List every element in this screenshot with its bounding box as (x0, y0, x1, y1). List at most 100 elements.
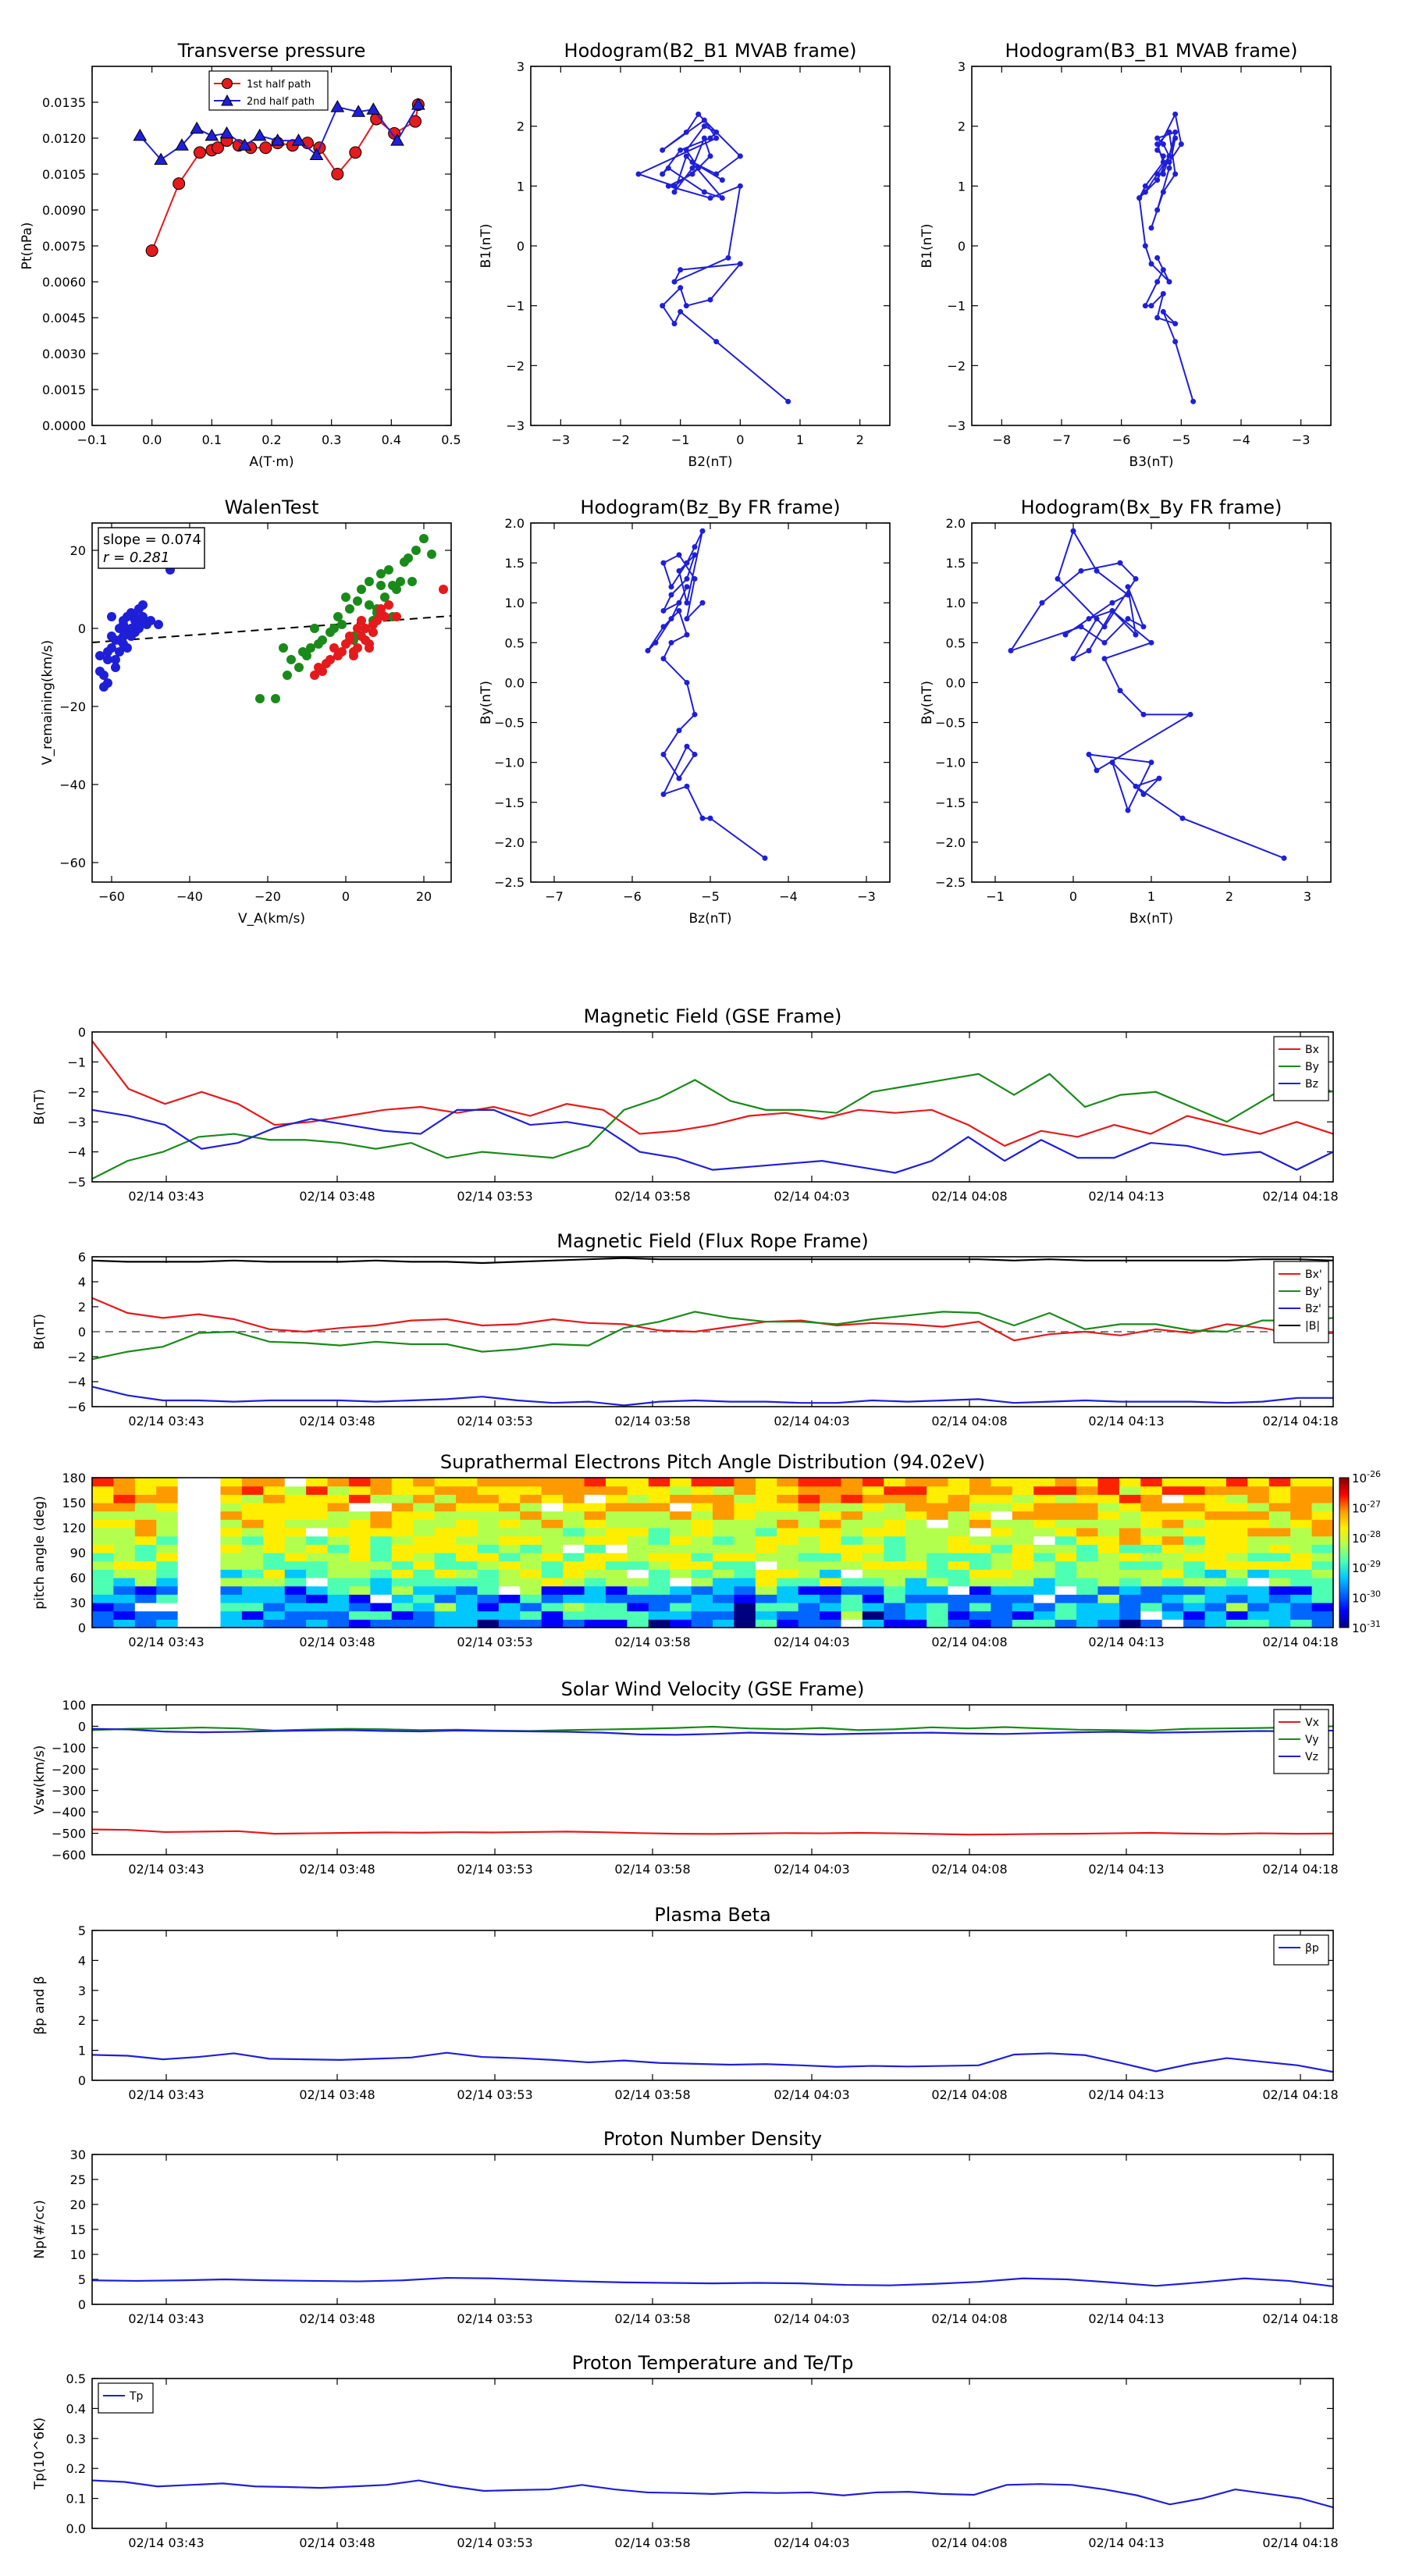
heatmap-cell (1076, 1503, 1099, 1512)
heatmap-cell (391, 1594, 414, 1603)
heatmap-cell (199, 1560, 222, 1570)
heatmap-cell (177, 1528, 200, 1537)
heatmap-cell (563, 1528, 585, 1537)
heatmap-cell (348, 1569, 371, 1578)
heatmap-cell (134, 1569, 157, 1578)
heatmap-cell (1225, 1610, 1248, 1620)
x-tick-label: 0.4 (382, 432, 401, 447)
heatmap-cell (1012, 1578, 1034, 1587)
heatmap-cell (691, 1528, 713, 1537)
heatmap-cell (391, 1535, 414, 1545)
data-point (1055, 576, 1061, 582)
data-point (1125, 616, 1131, 622)
heatmap-cell (691, 1585, 713, 1595)
data-point (1154, 135, 1161, 141)
heatmap-cell (884, 1569, 906, 1578)
data-point (713, 129, 720, 135)
heatmap-cell (520, 1535, 542, 1545)
data-point (194, 146, 206, 159)
heatmap-cell (177, 1585, 200, 1595)
heatmap-cell (948, 1494, 970, 1503)
heatmap-cell (477, 1544, 500, 1553)
x-tick-label: 02/14 03:43 (128, 2311, 204, 2326)
heatmap-cell (1204, 1494, 1227, 1503)
heatmap-cell (1012, 1544, 1034, 1553)
y-tick-label: 0.0000 (42, 418, 86, 433)
heatmap-cell (498, 1594, 521, 1603)
data-point (1142, 243, 1148, 249)
data-point (1172, 171, 1179, 177)
heatmap-cell (1225, 1494, 1248, 1503)
data-point (365, 600, 374, 610)
data-point (115, 647, 124, 656)
heatmap-cell (177, 1594, 200, 1603)
heatmap-cell (927, 1610, 949, 1620)
heatmap-cell (991, 1544, 1013, 1553)
heatmap-cell (862, 1494, 884, 1503)
heatmap-cell (1290, 1560, 1313, 1570)
data-point (1160, 159, 1166, 165)
colorbar-tick-label: 10-31 (1352, 1619, 1381, 1635)
heatmap-cell (713, 1603, 735, 1612)
data-point (219, 126, 234, 139)
heatmap-cell (691, 1553, 713, 1562)
data-point (684, 600, 690, 606)
heatmap-cell (1140, 1535, 1163, 1545)
data-point (701, 189, 707, 195)
data-point (692, 552, 698, 558)
heatmap-cell (434, 1528, 457, 1537)
data-point (138, 600, 148, 610)
data-point (329, 643, 339, 653)
y-tick-label: 1 (517, 179, 525, 194)
heatmap-cell (413, 1560, 436, 1570)
heatmap-cell (92, 1510, 115, 1520)
heatmap-cell (391, 1544, 414, 1553)
data-point (1008, 648, 1014, 654)
heatmap-cell (820, 1578, 842, 1587)
y-tick-label: 0.0120 (42, 131, 86, 146)
heatmap-cell (841, 1560, 863, 1570)
heatmap-cell (755, 1528, 777, 1537)
heatmap-cell (563, 1503, 585, 1512)
heatmap-cell (1183, 1560, 1206, 1570)
heatmap-cell (820, 1544, 842, 1553)
y-tick-label: 0 (78, 621, 86, 636)
data-point (146, 616, 155, 625)
heatmap-cell (520, 1553, 542, 1562)
heatmap-cell (1268, 1485, 1291, 1495)
heatmap-cell (134, 1478, 157, 1487)
heatmap-cell (1055, 1494, 1077, 1503)
panel-4: Hodogram(Bz_By FR frame)−7 −6 −5 −4 −3−2.5−2… (478, 496, 891, 927)
legend-label: Vy (1305, 1734, 1319, 1746)
x-tick-label: 02/14 03:48 (299, 1189, 375, 1204)
heatmap-cell (563, 1594, 585, 1603)
heatmap-cell (306, 1478, 329, 1487)
heatmap-cell (1183, 1478, 1206, 1487)
heatmap-cell (734, 1485, 756, 1495)
heatmap-cell (1076, 1510, 1099, 1520)
data-point (1142, 183, 1148, 189)
heatmap-cell (520, 1585, 542, 1595)
data-point (635, 171, 642, 177)
heatmap-cell (327, 1585, 350, 1595)
heatmap-cell (905, 1610, 927, 1620)
heatmap-cell (862, 1519, 884, 1528)
heatmap-cell (1268, 1544, 1291, 1553)
heatmap-cell (884, 1603, 906, 1612)
heatmap-cell (1290, 1619, 1313, 1628)
x-axis-label: B3(nT) (1129, 454, 1174, 470)
heatmap-cell (648, 1535, 670, 1545)
heatmap-cell (1033, 1544, 1056, 1553)
heatmap-cell (520, 1594, 542, 1603)
series-line (636, 112, 789, 403)
y-tick-label: 90 (70, 1546, 86, 1560)
axes-frame (971, 66, 1332, 426)
heatmap-cell (691, 1594, 713, 1603)
heatmap-cell (627, 1560, 649, 1570)
heatmap-cell (1204, 1578, 1227, 1587)
heatmap-cell (627, 1603, 649, 1612)
heatmap-cell (413, 1544, 436, 1553)
heatmap-cell (1033, 1603, 1056, 1612)
data-point (668, 592, 674, 598)
data-point (719, 177, 725, 183)
